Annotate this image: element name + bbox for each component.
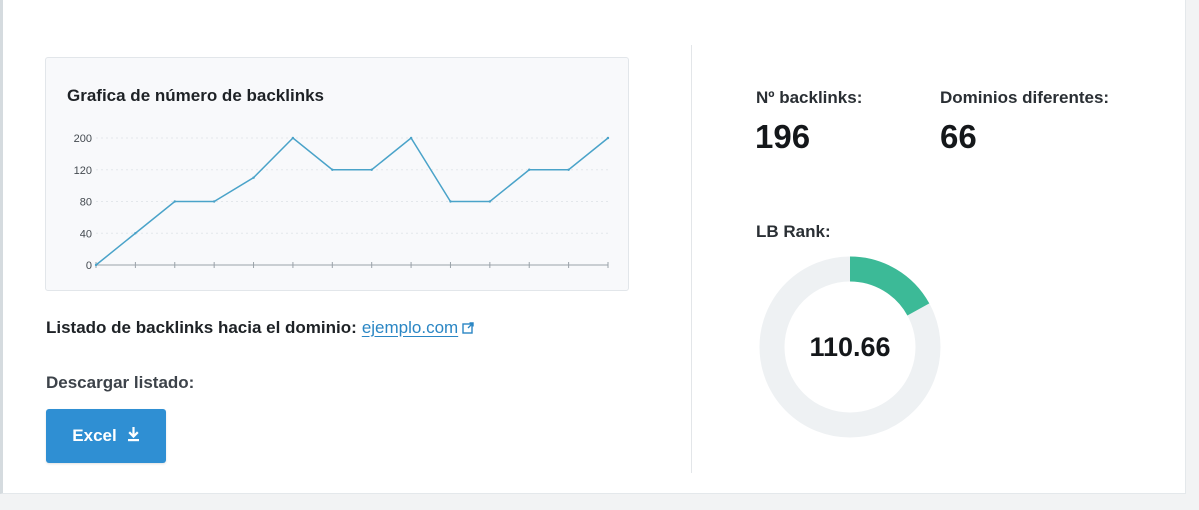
y-tick-label: 120: [74, 165, 92, 177]
data-point: [409, 136, 413, 140]
data-point: [449, 200, 452, 203]
chart-title: Grafica de número de backlinks: [67, 86, 324, 105]
excel-download-button[interactable]: Excel: [46, 409, 166, 463]
domain-link[interactable]: ejemplo.com: [361, 318, 459, 337]
excel-button-label: Excel: [72, 426, 117, 445]
lb-rank-label: LB Rank:: [756, 222, 831, 241]
data-point: [134, 232, 137, 235]
lb-rank-gauge: [759, 256, 941, 438]
data-point: [252, 176, 255, 179]
y-tick-label: 40: [80, 228, 92, 240]
data-point: [94, 263, 98, 267]
download-label: Descargar listado:: [46, 373, 195, 392]
data-point: [567, 168, 570, 171]
vertical-divider: [691, 45, 692, 473]
gauge-fill-arc: [849, 256, 930, 316]
backlinks-series-line: [95, 136, 609, 266]
backlinks-list-line: Listado de backlinks hacia el dominio: ej…: [46, 318, 474, 339]
data-point: [488, 200, 492, 203]
backlinks-line-chart: 0 40 80 120 200: [74, 133, 610, 272]
data-point: [212, 200, 216, 203]
data-point: [606, 136, 610, 140]
y-tick-label: 80: [80, 197, 92, 209]
data-point: [370, 168, 373, 171]
domains-count-value: 66: [940, 118, 977, 155]
backlinks-count-value: 196: [755, 118, 811, 155]
data-point: [291, 136, 295, 140]
data-point: [173, 200, 176, 203]
backlinks-chart-card: Grafica de número de backlinks 0 40 80 120 2…: [45, 57, 629, 291]
data-point: [528, 168, 531, 171]
backlinks-count-label: Nº backlinks:: [756, 88, 863, 107]
backlinks-card: Grafica de número de backlinks 0 40 80 120 2…: [0, 0, 1186, 494]
y-tick-label: 200: [74, 133, 92, 145]
lb-rank-value: 110.66: [809, 331, 891, 362]
download-icon: [127, 426, 140, 447]
domains-count-label: Dominios diferentes:: [940, 88, 1110, 107]
backlinks-list-label: Listado de backlinks hacia el dominio:: [46, 318, 357, 337]
data-point: [331, 168, 334, 171]
external-link-icon[interactable]: [462, 319, 474, 339]
y-tick-label: 0: [86, 260, 92, 272]
